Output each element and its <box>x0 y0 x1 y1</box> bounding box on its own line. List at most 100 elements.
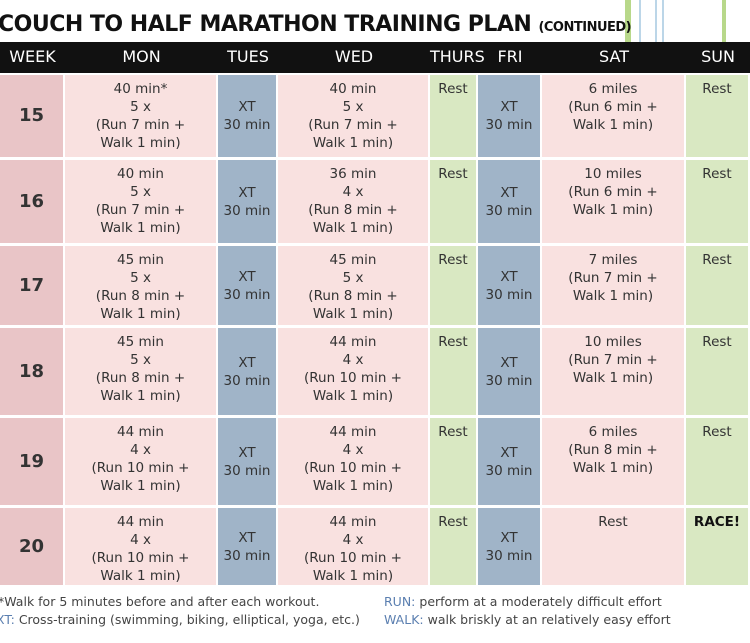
cell-line: XT <box>238 268 256 285</box>
cell-line: Walk 1 min) <box>572 370 654 386</box>
cell-line: 44 min <box>329 424 377 440</box>
cell-line: 30 min <box>223 202 271 219</box>
subtitle: (CONTINUED) <box>538 20 632 35</box>
cell-line: (Run 10 min + <box>304 370 402 386</box>
footnote: WALK: walk briskly at an relatively easy… <box>384 612 671 627</box>
table-cell: 44 min 4 x (Run 10 min + Walk 1 min) <box>278 328 428 415</box>
footnote: RUN: perform at a moderately difficult e… <box>384 594 662 609</box>
column-header: MON <box>122 47 161 66</box>
cell-line: 5 x <box>342 270 364 286</box>
cell-line: XT <box>500 268 518 285</box>
footnote: XT: Cross-training (swimming, biking, el… <box>0 612 360 627</box>
cell-line: 44 min <box>329 514 377 530</box>
table-cell: 44 min 4 x (Run 10 min + Walk 1 min) <box>278 508 428 585</box>
table-cell: XT 30 min <box>478 418 540 505</box>
table-cell: XT 30 min <box>478 508 540 585</box>
header-row <box>0 42 750 73</box>
cell-line: XT <box>238 444 256 461</box>
cell-line: Walk 1 min) <box>312 220 394 236</box>
table-cell: Rest <box>430 246 476 325</box>
cell-line: 30 min <box>485 462 533 479</box>
cell-line: Rest <box>438 166 468 182</box>
cell-line: XT <box>500 184 518 201</box>
column-header: SUN <box>701 47 735 66</box>
cell-line: 44 min <box>329 334 377 350</box>
cell-line: Rest <box>438 334 468 350</box>
cell-line: 30 min <box>485 372 533 389</box>
cell-line: Rest <box>702 81 732 97</box>
table-cell: 20 <box>0 508 63 585</box>
cell-line: Walk 1 min) <box>100 306 181 322</box>
column-header: TUES <box>227 47 269 66</box>
cell-line: 18 <box>18 360 45 382</box>
cell-line: Walk 1 min) <box>100 478 181 494</box>
footnote-label: WALK: <box>384 612 424 627</box>
table-cell: XT 30 min <box>478 246 540 325</box>
table-cell: 17 <box>0 246 63 325</box>
column-header: WEEK <box>9 47 56 66</box>
cell-line: Walk 1 min) <box>100 568 181 584</box>
table-cell: Rest <box>430 328 476 415</box>
cell-line: 20 <box>18 535 45 557</box>
table-cell: 36 min 4 x (Run 8 min + Walk 1 min) <box>278 160 428 243</box>
table-cell: 44 min 4 x (Run 10 min + Walk 1 min) <box>65 418 216 505</box>
cell-line: 40 min <box>329 81 377 97</box>
cell-line: Walk 1 min) <box>572 460 654 476</box>
table-cell: XT 30 min <box>218 508 276 585</box>
cell-line: (Run 8 min + <box>308 202 398 218</box>
table-cell: 7 miles (Run 7 min + Walk 1 min) <box>542 246 684 325</box>
cell-line: 5 x <box>130 352 151 368</box>
cell-line: 40 min* <box>113 81 168 97</box>
table-cell: 18 <box>0 328 63 415</box>
cell-line: Walk 1 min) <box>312 568 394 584</box>
cell-line: 5 x <box>342 99 364 115</box>
cell-line: XT <box>238 99 256 115</box>
table-cell: XT 30 min <box>218 246 276 325</box>
cell-line: (Run 7 min + <box>568 352 658 368</box>
column-header: THURS <box>430 47 485 66</box>
cell-line: RACE! <box>693 514 741 530</box>
cell-line: 30 min <box>223 547 271 564</box>
cell-line: 30 min <box>223 117 271 133</box>
cell-line: (Run 7 min + <box>95 117 186 133</box>
cell-line: Rest <box>702 334 732 350</box>
cell-line: XT <box>238 529 256 546</box>
cell-line: 44 min <box>117 514 164 530</box>
table-cell: 45 min 5 x (Run 8 min + Walk 1 min) <box>278 246 428 325</box>
table-cell: 19 <box>0 418 63 505</box>
table-cell: 45 min 5 x (Run 8 min + Walk 1 min) <box>65 246 216 325</box>
cell-line: 16 <box>18 190 45 212</box>
column-header: SAT <box>599 47 629 66</box>
table-cell: 15 <box>0 75 63 157</box>
table-cell: 6 miles (Run 8 min + Walk 1 min) <box>542 418 684 505</box>
table-cell: Rest <box>686 75 748 157</box>
table-cell: 10 miles (Run 6 min + Walk 1 min) <box>542 160 684 243</box>
footnote-label: XT: <box>0 612 15 627</box>
cell-line: 4 x <box>130 532 151 548</box>
table-cell: 44 min 4 x (Run 10 min + Walk 1 min) <box>65 508 216 585</box>
cell-line: Walk 1 min) <box>312 478 394 494</box>
cell-line: XT <box>500 99 518 115</box>
table-cell: 40 min* 5 x (Run 7 min + Walk 1 min) <box>65 75 216 157</box>
cell-line: 45 min <box>329 252 377 268</box>
cell-line: Walk 1 min) <box>100 220 181 236</box>
cell-line: 40 min <box>117 166 164 182</box>
footnote-text: walk briskly at an relatively easy effor… <box>427 612 671 627</box>
table-cell: XT 30 min <box>218 418 276 505</box>
cell-line: XT <box>238 354 256 371</box>
cell-line: Rest <box>438 514 468 530</box>
cell-line: 7 miles <box>588 252 638 268</box>
cell-line: 36 min <box>329 166 377 182</box>
cell-line: 30 min <box>485 202 533 219</box>
cell-line: (Run 8 min + <box>308 288 398 304</box>
column-header: WED <box>334 47 374 66</box>
cell-line: 4 x <box>130 442 151 458</box>
cell-line: XT <box>500 354 518 371</box>
cell-line: 30 min <box>223 372 271 389</box>
cell-line: 30 min <box>485 286 533 303</box>
cell-line: 30 min <box>223 286 271 303</box>
cell-line: 30 min <box>223 462 271 479</box>
cell-line: 6 miles <box>588 81 638 97</box>
table-cell: 44 min 4 x (Run 10 min + Walk 1 min) <box>278 418 428 505</box>
